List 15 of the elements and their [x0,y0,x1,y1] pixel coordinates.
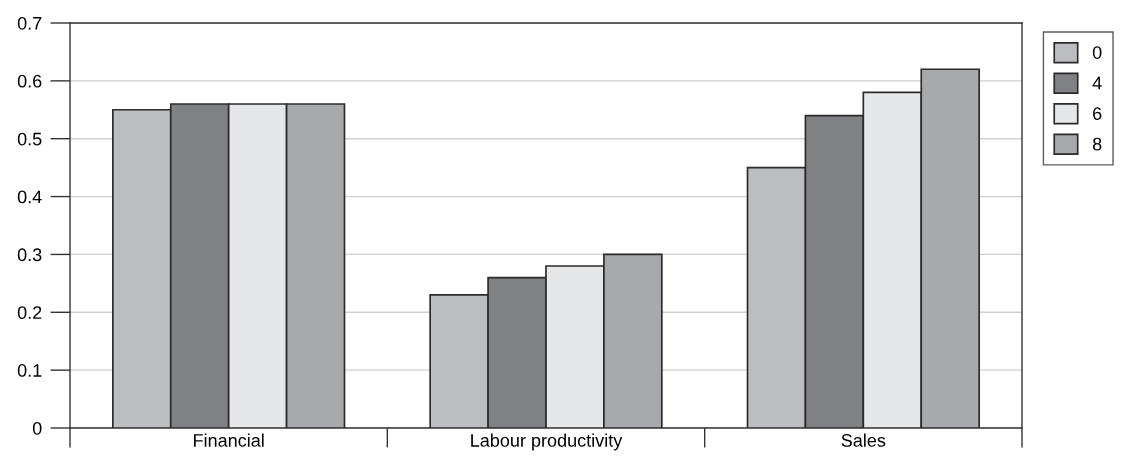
x-tick-label: Financial [194,433,264,447]
y-tick-label: 0 [32,421,42,435]
legend-label: 0 [1092,46,1102,59]
y-tick-label: 0.3 [17,248,42,262]
legend-label: 8 [1092,137,1102,151]
y-tick-label: 0.2 [17,306,42,320]
y-tick-label: 0.4 [17,190,42,204]
legend-label: 4 [1092,76,1102,90]
y-tick-label: 0.6 [17,74,42,88]
y-tick-label: 0.1 [17,364,42,377]
x-tick-label: Sales [841,433,886,447]
x-tick-label: Labour productivity [471,433,623,451]
legend-label: 6 [1093,107,1102,120]
y-tick-label: 0.5 [17,132,42,146]
y-tick-label: 0.7 [17,16,42,30]
